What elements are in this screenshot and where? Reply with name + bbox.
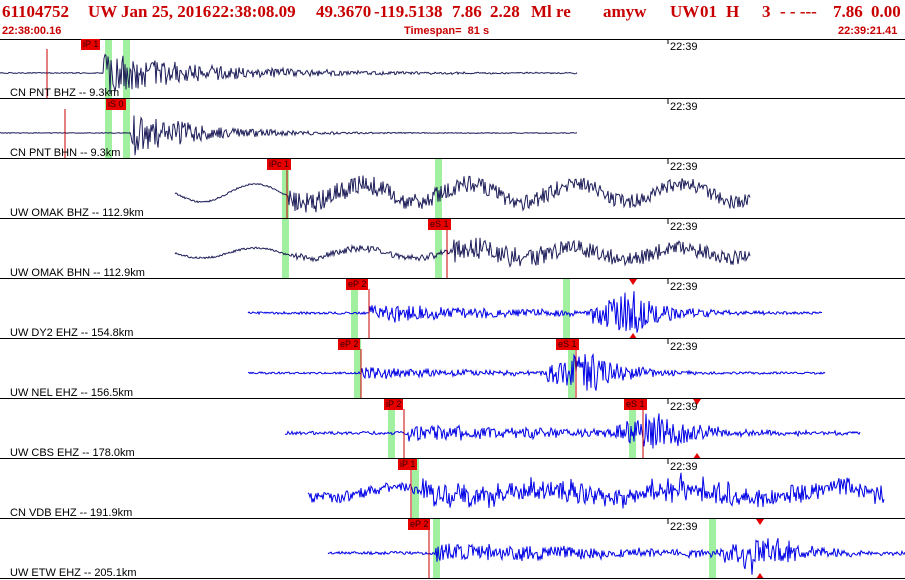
trace-panel[interactable]: 22:39 CN VDB EHZ -- 191.9km iP 1 (0, 459, 905, 519)
waveform-trace (284, 413, 861, 449)
phase-pick[interactable]: eS 1 (624, 399, 647, 410)
waveform-canvas (0, 339, 905, 399)
phase-pick[interactable]: iP 1 (398, 459, 418, 470)
window-end-time: 22:39:21.41 (838, 25, 898, 37)
phase-pick[interactable]: eP 2 (346, 279, 369, 290)
event-origin-time: 22:38:08.09 (212, 2, 296, 21)
time-window-band (435, 219, 442, 279)
phase-pick[interactable]: eS 1 (556, 339, 579, 350)
time-window-band (354, 339, 361, 399)
amplitude-marker-icon (756, 519, 764, 525)
trace-panel[interactable]: 22:39 UW NEL EHZ -- 156.5km eP 2 eS 1 (0, 339, 905, 399)
trace-panel[interactable]: 22:39 CN PNT BHN -- 9.3km iS 0 (0, 99, 905, 159)
seismogram-panels: 22:39 CN PNT BHZ -- 9.3km iP 1 22:39 CN … (0, 39, 905, 580)
phase-pick[interactable]: iP 1 (81, 39, 101, 50)
station-label: CN VDB EHZ -- 191.9km (10, 507, 133, 519)
event-zero: 0.00 (871, 2, 901, 21)
waveform-canvas (0, 459, 905, 519)
event-longitude: -119.5138 (374, 2, 443, 21)
time-window-band (282, 159, 289, 219)
station-label: CN PNT BHZ -- 9.3km (10, 87, 120, 99)
waveform-canvas (0, 399, 905, 459)
minute-tick-label: 22:39 (670, 461, 698, 473)
trace-panel[interactable]: 22:39 UW OMAK BHZ -- 112.9km iPc 1 (0, 159, 905, 219)
event-depth-repeat: 7.86 (833, 2, 863, 21)
phase-pick[interactable]: iP 2 (384, 399, 404, 410)
time-window-band (435, 159, 442, 219)
trace-panel[interactable]: 22:39 UW ETW EHZ -- 205.1km eP 2 (0, 519, 905, 579)
event-date: Jan 25, 2016 (121, 2, 212, 21)
phase-pick[interactable]: eP 2 (338, 339, 361, 350)
minute-tick-label: 22:39 (670, 101, 698, 113)
event-version: 01 (700, 2, 717, 21)
waveform-canvas (0, 279, 905, 339)
timespan: Timespan= 81 s (404, 25, 490, 37)
time-window-band (351, 279, 358, 339)
event-count: 3 (762, 2, 771, 21)
time-window-band (412, 459, 419, 519)
station-label: CN PNT BHN -- 9.3km (10, 147, 121, 159)
event-dashes: - - --- (780, 2, 817, 21)
event-latitude: 49.3670 (316, 2, 372, 21)
station-label: UW OMAK BHZ -- 112.9km (10, 207, 144, 219)
minute-tick-label: 22:39 (670, 341, 698, 353)
time-window-band (282, 219, 289, 279)
event-author: amyw (603, 2, 647, 21)
waveform-canvas (0, 99, 905, 159)
waveform-trace (247, 352, 826, 391)
trace-panel[interactable]: 22:39 CN PNT BHZ -- 9.3km iP 1 (0, 39, 905, 99)
phase-pick[interactable]: iS 0 (106, 99, 126, 110)
trace-panel[interactable]: 22:39 UW DY2 EHZ -- 154.8km eP 2 (0, 279, 905, 339)
waveform-trace (0, 53, 578, 95)
event-id: 61104752 (2, 2, 70, 21)
event-flag: H (726, 2, 740, 21)
waveform-trace (174, 237, 751, 268)
time-window-band (563, 279, 570, 339)
station-label: UW OMAK BHN -- 112.9km (10, 267, 145, 279)
amplitude-marker-icon (693, 453, 701, 459)
minute-tick-label: 22:39 (670, 161, 698, 173)
time-window-band (709, 519, 716, 579)
time-window-band (105, 99, 112, 159)
window-start-time: 22:38:00.16 (2, 25, 62, 37)
waveform-trace (327, 538, 905, 575)
time-window-band (388, 399, 395, 459)
event-source: UW (670, 2, 700, 21)
minute-tick-label: 22:39 (670, 521, 698, 533)
time-window-band (123, 99, 130, 159)
waveform-trace (247, 291, 823, 333)
waveform-canvas (0, 159, 905, 219)
time-window-band (629, 399, 636, 459)
waveform-trace (0, 115, 578, 156)
event-network: UW (88, 2, 118, 21)
trace-panel[interactable]: 22:39 UW OMAK BHN -- 112.9km eS 1 (0, 219, 905, 279)
time-window-band (105, 39, 112, 99)
minute-tick-label: 22:39 (670, 221, 698, 233)
station-label: UW DY2 EHZ -- 154.8km (10, 327, 134, 339)
waveform-canvas (0, 39, 905, 99)
magnitude-type: Ml (531, 2, 552, 21)
amplitude-marker-icon (629, 279, 637, 285)
waveform-trace (174, 175, 751, 213)
event-header: 61104752 UW Jan 25, 2016 22:38:08.09 49.… (0, 0, 905, 39)
amplitude-marker-icon (629, 333, 637, 339)
phase-pick[interactable]: eP 2 (408, 519, 431, 530)
station-label: UW NEL EHZ -- 156.5km (10, 387, 134, 399)
review-status: re (556, 2, 571, 21)
phase-pick[interactable]: eS 1 (428, 219, 451, 230)
waveform-canvas (0, 519, 905, 579)
station-label: UW ETW EHZ -- 205.1km (10, 567, 137, 579)
amplitude-marker-icon (693, 399, 701, 405)
minute-tick-label: 22:39 (670, 41, 698, 53)
event-depth: 7.86 (452, 2, 482, 21)
minute-tick-label: 22:39 (670, 281, 698, 293)
amplitude-marker-icon (756, 573, 764, 579)
minute-tick-label: 22:39 (670, 401, 698, 413)
event-magnitude: 2.28 (490, 2, 520, 21)
phase-pick[interactable]: iPc 1 (267, 159, 292, 170)
trace-panel[interactable]: 22:39 UW CBS EHZ -- 178.0km iP 2 eS 1 (0, 399, 905, 459)
waveform-canvas (0, 219, 905, 279)
waveform-trace (307, 472, 885, 509)
station-label: UW CBS EHZ -- 178.0km (10, 447, 135, 459)
